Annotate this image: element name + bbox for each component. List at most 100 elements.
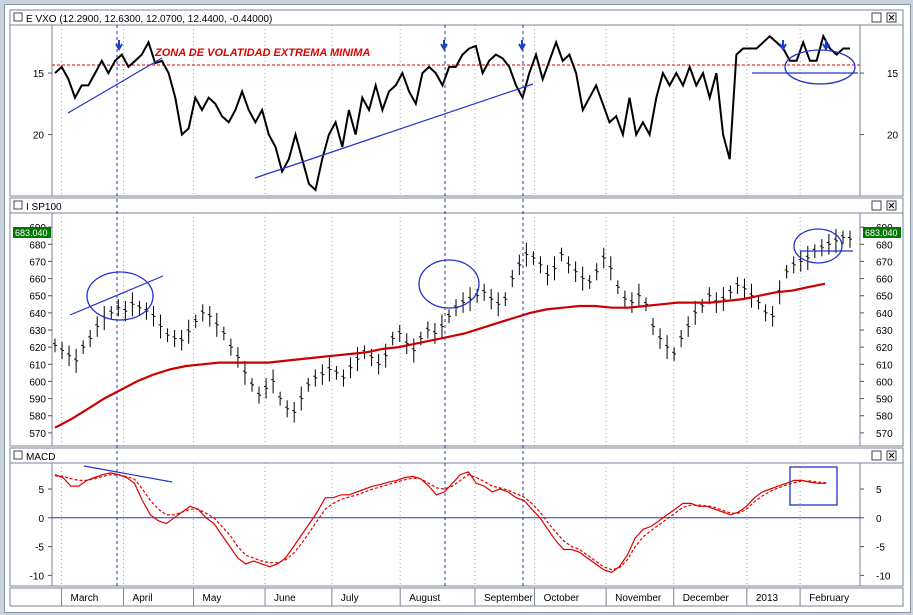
price-bar [735,276,740,294]
sp100-left-tick-label: 650 [29,292,46,303]
price-bar [728,285,733,300]
price-bar [151,306,156,327]
sp100-right-last-value: 683.040 [865,228,898,238]
price-bar [461,292,466,313]
price-bar [341,369,346,387]
sp100-right-tick-label: 680 [876,240,893,251]
vxo-restore-icon[interactable] [871,12,882,23]
sp100-right-tick-label: 640 [876,309,893,320]
vxo-left-tick-label: 20 [33,131,45,142]
price-bar [798,251,803,272]
sp100-left-tick-label: 630 [29,326,46,337]
price-bar [186,319,191,344]
x-axis-month-label: June [274,593,296,604]
vxo-title-bar [9,9,904,26]
price-bar [404,333,409,354]
macd-left-tick-label: -10 [30,571,45,582]
price-bar [116,299,121,317]
sp100-left-tick-label: 570 [29,429,46,440]
price-bar [573,261,578,282]
sp100-left-tick-label: 590 [29,395,46,406]
price-bar [327,357,332,382]
price-bar [88,330,93,348]
macd-title-bar [9,447,904,464]
sp100-title-bar [9,197,904,214]
macd-title: MACD [26,452,55,463]
price-bar [158,314,163,339]
price-bar [545,264,550,286]
price-bar [791,256,796,274]
price-bar [524,242,529,267]
x-axis-month-label: November [615,593,662,604]
sp100-right-value-label: 683.040 [863,227,901,238]
price-bar [707,287,712,305]
x-axis-month-label: May [203,593,222,604]
price-bar [390,331,395,346]
sp100-left-tick-label: 600 [29,377,46,388]
macd-signal-line [54,473,827,571]
price-bar [334,366,339,380]
price-bar [411,338,416,363]
sp100-right-tick-label: 610 [876,360,893,371]
price-bar [60,342,65,360]
x-axis-month-label: April [133,593,153,604]
sp100-panel-menu-icon[interactable] [13,200,23,210]
price-bar [622,290,627,308]
price-bar [629,292,634,313]
price-bar [95,316,100,337]
macd-close-x-icon [888,452,895,459]
price-bar [348,357,353,378]
macd-restore-icon[interactable] [871,450,882,461]
price-bar [636,283,641,308]
price-bar [756,295,761,310]
price-bar [397,324,402,342]
price-bar [594,263,599,281]
price-bar [643,297,648,312]
macd-right-tick-label: 5 [876,485,882,496]
price-bar [376,354,381,375]
sp100-right-tick-label: 660 [876,275,893,286]
price-bar [784,264,789,279]
price-bar [425,321,430,339]
price-bar [257,386,262,404]
price-bar [278,391,283,406]
price-bar [172,330,177,348]
price-bar [285,400,290,418]
price-bar [686,316,691,337]
price-bar [580,266,585,291]
macd-right-tick-label: -5 [876,543,885,554]
price-bar [601,247,606,269]
sp100-left-tick-label: 640 [29,309,46,320]
price-bar [53,338,57,353]
price-bar [679,330,684,348]
price-bar [271,369,276,394]
sp100-left-tick-label: 610 [29,360,46,371]
macd-panel-menu-icon[interactable] [13,450,23,460]
price-bar [721,287,726,312]
sp100-left-tick-label: 680 [29,240,46,251]
sp100-left-tick-label: 620 [29,343,46,354]
vxo-trendline-march [67,57,163,114]
vxo-panel-menu-icon[interactable] [13,12,23,22]
vxo-trendline-rising [254,83,534,179]
sp100-left-last-value: 683.040 [15,228,48,238]
price-bar [700,299,705,313]
price-bar [763,304,768,322]
price-bar [313,369,318,387]
vxo-title: E VXO (12.2900, 12.6300, 12.0700, 12.440… [26,14,272,25]
price-bar [123,300,128,322]
price-bar [235,347,240,368]
vxo-panel: E VXO (12.2900, 12.6300, 12.0700, 12.440… [9,9,904,197]
x-axis-month-label: December [683,593,730,604]
price-bar [517,254,522,276]
sp100-right-tick-label: 650 [876,292,893,303]
price-bar [355,347,360,372]
sp100-left-tick-label: 580 [29,412,46,423]
price-bar [137,300,142,315]
price-bar [299,386,304,411]
price-bar [552,256,557,281]
price-bar [566,256,571,274]
price-bar [559,247,564,262]
sp100-restore-icon[interactable] [871,200,882,211]
